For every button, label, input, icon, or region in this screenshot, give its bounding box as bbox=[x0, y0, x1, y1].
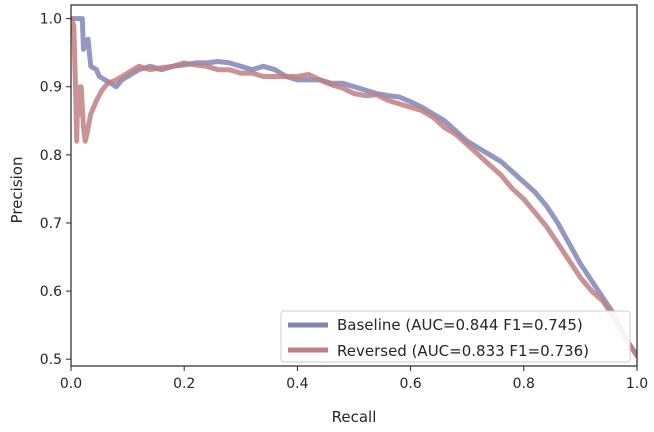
y-axis-label: Precision bbox=[8, 157, 26, 224]
x-tick-label: 0.8 bbox=[513, 376, 535, 392]
y-tick-label: 0.5 bbox=[40, 352, 62, 368]
x-tick-label: 0.0 bbox=[60, 376, 82, 392]
y-tick-label: 0.7 bbox=[40, 216, 62, 232]
x-tick-label: 0.6 bbox=[399, 376, 421, 392]
legend: Baseline (AUC=0.844 F1=0.745) Reversed (… bbox=[281, 311, 630, 362]
legend-label-baseline: Baseline (AUC=0.844 F1=0.745) bbox=[337, 316, 583, 334]
legend-label-reversed: Reversed (AUC=0.833 F1=0.736) bbox=[337, 342, 589, 360]
x-tick-label: 0.4 bbox=[286, 376, 308, 392]
y-tick-label: 0.9 bbox=[40, 80, 62, 96]
y-tick-label: 0.6 bbox=[40, 284, 62, 300]
x-tick-label: 1.0 bbox=[626, 376, 648, 392]
x-tick-label: 0.2 bbox=[173, 376, 195, 392]
x-axis-label: Recall bbox=[332, 408, 377, 426]
y-tick-label: 1.0 bbox=[40, 12, 62, 28]
y-tick-label: 0.8 bbox=[40, 148, 62, 164]
